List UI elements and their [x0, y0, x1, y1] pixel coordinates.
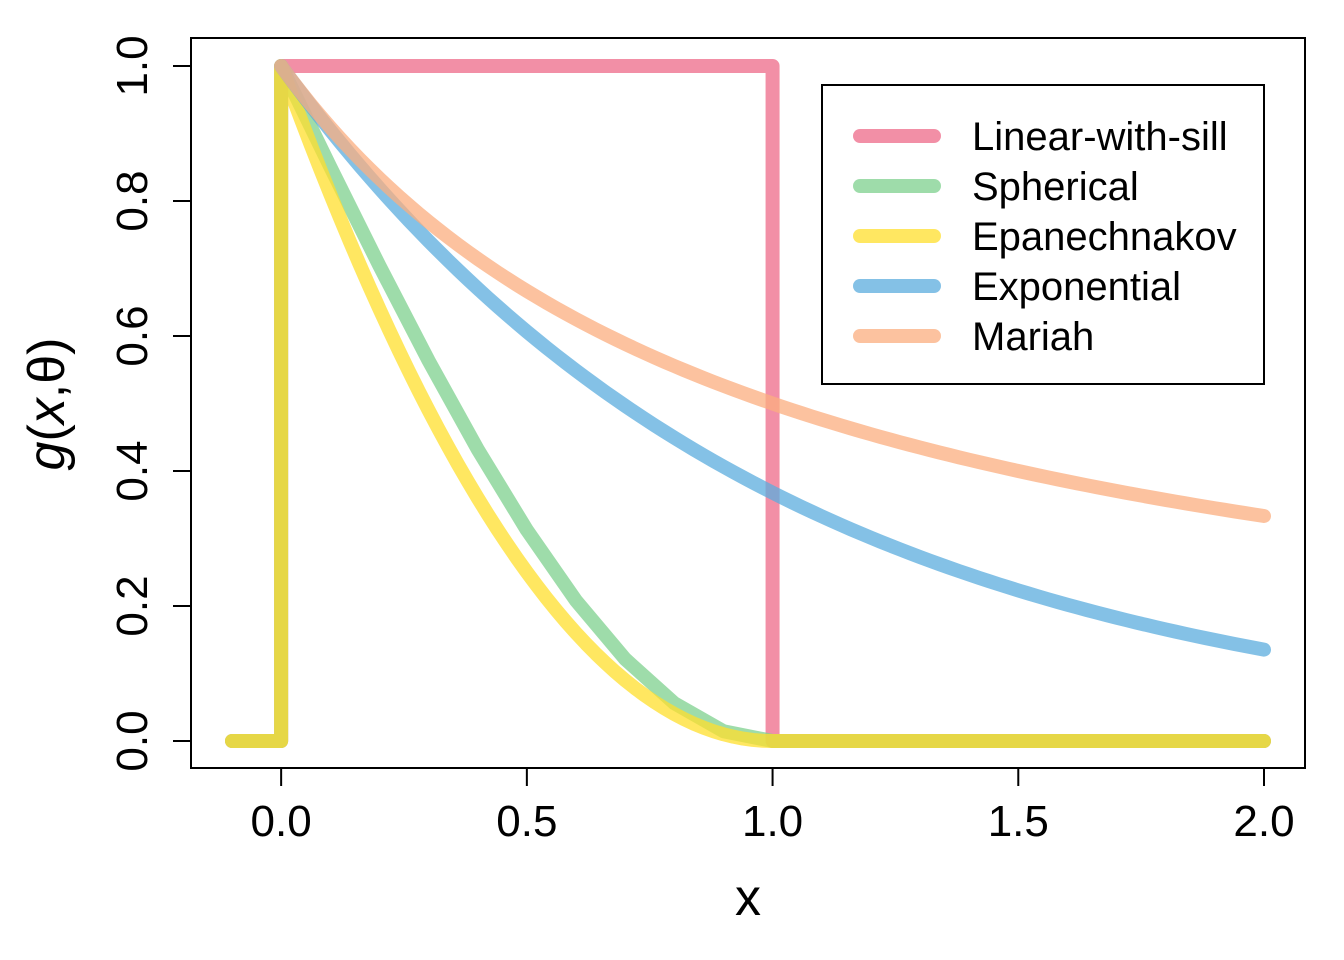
series-line-mariah	[274, 59, 1271, 523]
legend-label-mariah: Mariah	[972, 315, 1094, 359]
legend-items: Linear-with-sill Spherical Epanechnakov Exp…	[853, 115, 1237, 359]
y-axis-title: g(x,θ)	[18, 338, 76, 471]
y-tick-label: 0.8	[108, 170, 157, 231]
x-tick-label: 1.5	[988, 797, 1049, 846]
series-layer	[225, 59, 1271, 748]
y-tick-label: 0.6	[108, 305, 157, 366]
legend-label-exponential: Exponential	[972, 265, 1181, 309]
y-tick-label: 0.2	[108, 575, 157, 636]
x-tick-label: 1.0	[742, 797, 803, 846]
y-tick-label: 0.4	[108, 440, 157, 501]
series-line-epanechnakov	[225, 59, 1271, 748]
y-tick-label: 0.0	[108, 710, 157, 771]
x-tick-label: 0.5	[496, 797, 557, 846]
series-line-exponential	[274, 59, 1271, 657]
x-tick-label: 2.0	[1233, 797, 1294, 846]
y-axis: 0.0 0.2 0.4 0.6 0.8 1.0	[108, 35, 192, 772]
legend-label-epanechnakov: Epanechnakov	[972, 215, 1237, 259]
y-title-theta: θ	[18, 355, 76, 384]
y-title-x: x	[18, 396, 76, 427]
x-tick-label: 0.0	[251, 797, 312, 846]
y-title-close: )	[18, 338, 76, 355]
y-title-open: (	[18, 424, 76, 442]
legend: Linear-with-sill Spherical Epanechnakov Exp…	[821, 84, 1265, 385]
y-title-g: g	[18, 441, 76, 470]
y-tick-label: 1.0	[108, 35, 157, 96]
y-title-comma: ,	[18, 384, 76, 398]
x-axis-title: x	[735, 869, 761, 927]
legend-label-linear-with-sill: Linear-with-sill	[972, 115, 1228, 159]
legend-label-spherical: Spherical	[972, 165, 1139, 209]
x-axis: 0.0 0.5 1.0 1.5 2.0	[251, 767, 1295, 846]
